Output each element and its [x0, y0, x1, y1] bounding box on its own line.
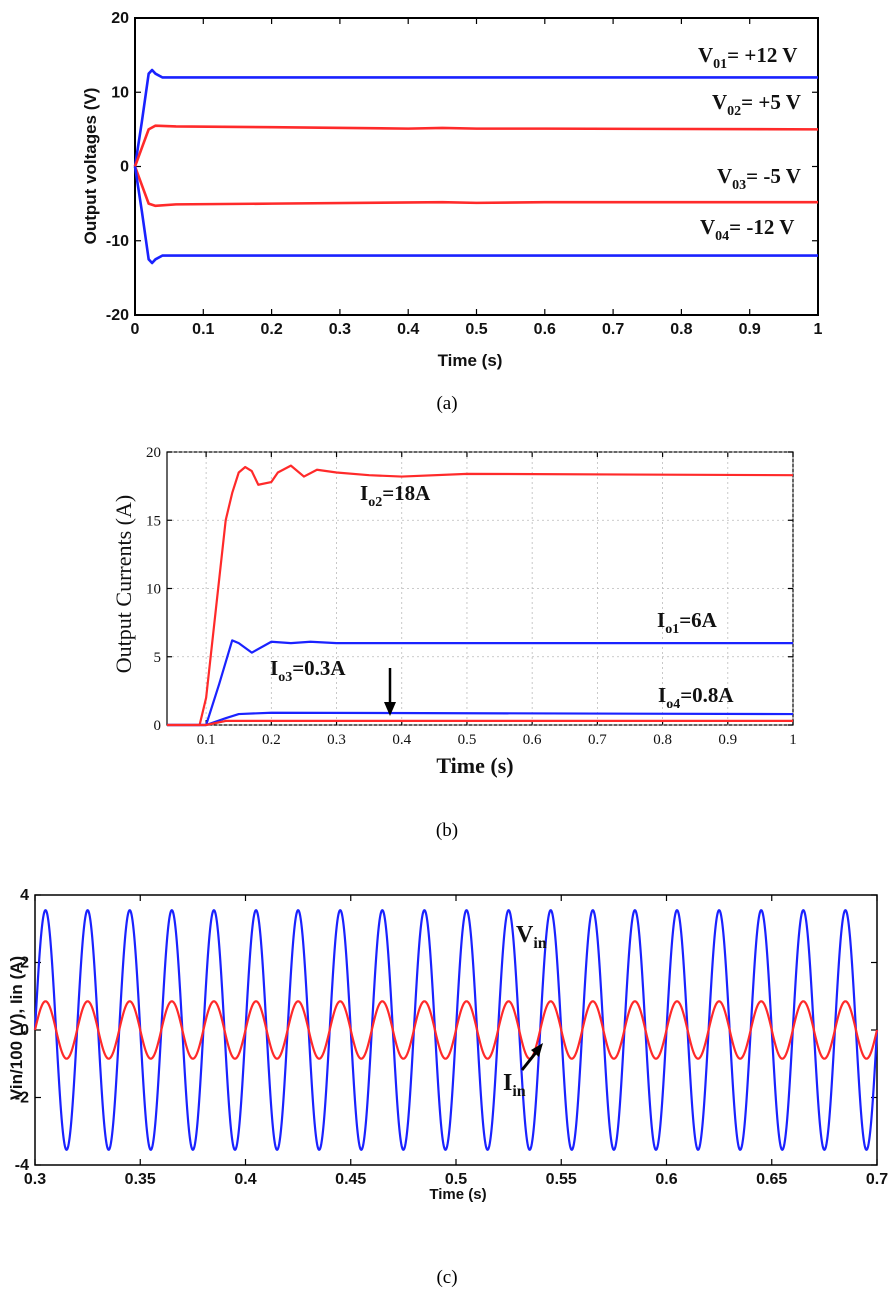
annotation-v01: V01= +12 V: [698, 43, 797, 72]
x-tick-label: 0.4: [397, 321, 419, 338]
x-tick-label: 0.7: [602, 321, 624, 338]
x-axis-label-b: Time (s): [436, 753, 513, 778]
panel-c-input: 0.3 0.35 0.4 0.45 0.5 0.55 0.6 0.65 0.7 -4 -2 0 2 4 T…: [7, 887, 888, 1288]
x-tick-label: 0.65: [756, 1171, 787, 1188]
y-axis-label-a: Output voltages (V): [81, 88, 100, 245]
x-tick-label: 0.8: [653, 732, 672, 748]
series-line-4: [133, 166, 818, 265]
series-line-3: [133, 166, 818, 208]
x-tick-label: 0.2: [260, 321, 282, 338]
annotation-v03: V03= -5 V: [717, 164, 801, 193]
x-tick-label: 0.35: [125, 1171, 156, 1188]
x-tick-label: 0.1: [197, 732, 216, 748]
x-tick-label: 0.7: [866, 1171, 888, 1188]
y-tick-label: 2: [20, 955, 29, 972]
y-tick-label: -10: [106, 233, 129, 250]
y-tick-label: -20: [106, 307, 129, 324]
y-tick-label: 4: [20, 887, 29, 904]
x-tick-label: 0.2: [262, 732, 281, 748]
series-line-1: [133, 68, 818, 167]
x-tick-label: 0.5: [445, 1171, 467, 1188]
panel-a-voltages: 0 0.1 0.2 0.3 0.4 0.5 0.6 0.7 0.8 0.9 1 -20 -10 0 10 20…: [81, 10, 823, 414]
annotation-v04: V04= -12 V: [700, 215, 794, 244]
x-tick-label: 0.3: [24, 1171, 46, 1188]
y-tick-label: -4: [15, 1157, 29, 1174]
y-tick-label: -2: [15, 1090, 29, 1107]
arrow-io3: [384, 668, 396, 716]
caption-c: (c): [436, 1267, 457, 1288]
axis-ticks-a: 0 0.1 0.2 0.3 0.4 0.5 0.6 0.7 0.8 0.9 1 -20 -10 0 10 20: [106, 10, 823, 338]
annotation-iin: Iin: [503, 1070, 526, 1100]
caption-a: (a): [436, 393, 457, 414]
x-tick-label: 0.4: [234, 1171, 256, 1188]
y-tick-label: 0: [20, 1022, 29, 1039]
x-tick-label: 0.45: [335, 1171, 366, 1188]
x-tick-label: 0.9: [739, 321, 761, 338]
x-tick-label: 0.8: [670, 321, 692, 338]
x-tick-label: 0.4: [392, 732, 411, 748]
y-tick-label: 5: [154, 650, 162, 666]
y-tick-label: 10: [111, 84, 129, 101]
caption-b: (b): [436, 820, 458, 841]
x-tick-label: 0.5: [458, 732, 477, 748]
annotation-io2: Io2=18A: [360, 481, 431, 510]
y-tick-label: 20: [146, 445, 161, 461]
y-axis-label-b: Output Currents (A): [111, 495, 136, 673]
annotation-io4: Io4=0.8A: [658, 683, 734, 712]
x-tick-label: 0.6: [523, 732, 542, 748]
y-tick-label: 10: [146, 582, 161, 598]
y-tick-label: 0: [120, 159, 129, 176]
x-tick-label: 0: [131, 321, 140, 338]
series-line-2: [167, 639, 793, 727]
series-line-1: [167, 464, 794, 727]
x-axis-label-a: Time (s): [438, 351, 503, 370]
x-tick-label: 0.9: [718, 732, 737, 748]
series-line-2: [33, 1000, 879, 1060]
plot-area-a: [134, 17, 819, 316]
y-tick-label: 0: [154, 718, 162, 734]
series-line-2: [133, 124, 819, 167]
arrow-iin: [520, 1043, 543, 1071]
annotation-io3: Io3=0.3A: [270, 656, 346, 685]
y-axis-label-c: Vin/100 (V), Iin (A): [7, 956, 26, 1100]
y-tick-label: 15: [146, 513, 161, 529]
x-tick-label: 0.55: [546, 1171, 577, 1188]
series-a: [133, 68, 819, 265]
annotation-io1: Io1=6A: [657, 608, 718, 637]
series-c: [33, 909, 879, 1151]
annotation-v02: V02= +5 V: [712, 90, 801, 119]
x-tick-label: 0.7: [588, 732, 607, 748]
x-tick-label: 1: [789, 732, 797, 748]
annotation-vin: Vin: [516, 922, 547, 952]
x-tick-label: 0.3: [327, 732, 346, 748]
x-tick-label: 1: [814, 321, 823, 338]
series-line-4: [167, 719, 793, 727]
series-b: [167, 464, 794, 727]
x-tick-label: 0.1: [192, 321, 214, 338]
x-axis-label-c: Time (s): [429, 1186, 486, 1203]
x-tick-label: 0.5: [465, 321, 487, 338]
x-tick-label: 0.6: [655, 1171, 677, 1188]
x-tick-label: 0.6: [534, 321, 556, 338]
x-tick-label: 0.3: [329, 321, 351, 338]
y-tick-label: 20: [111, 10, 129, 27]
